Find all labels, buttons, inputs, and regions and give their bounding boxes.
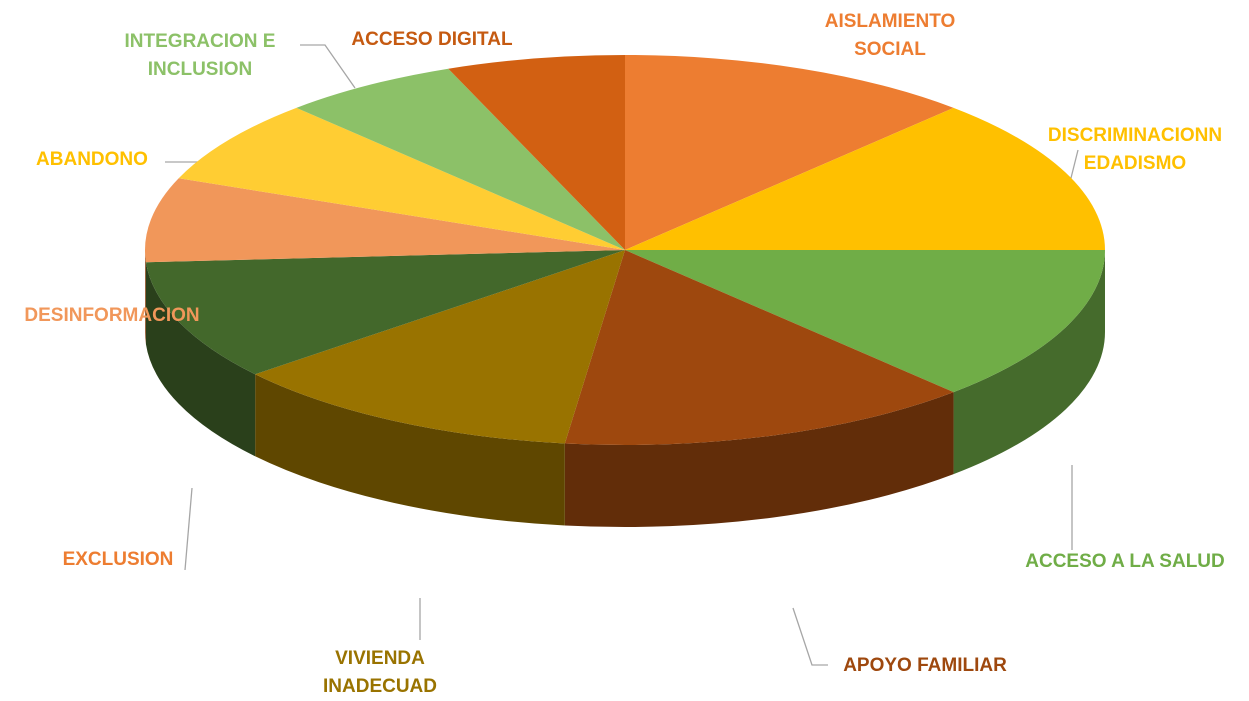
slice [625,107,1105,250]
slice-label: DESINFORMACION [24,305,200,326]
leader-line [792,607,828,666]
slice [564,250,954,445]
pie-sides [145,250,1105,527]
pie-tops [145,55,1105,445]
slice [448,55,625,250]
slice [625,55,954,250]
slice-label: EXCLUSION [62,549,174,570]
slice [145,250,625,375]
slice [255,250,626,444]
slice-side [953,250,1105,475]
slice [625,250,1105,393]
slice [145,178,625,263]
slice-side [255,374,565,526]
slice-label: ABANDONO [36,149,148,170]
slice-label: INTEGRACION E INCLUSION [124,31,276,80]
slice-side [145,262,256,457]
slice-side [564,392,954,527]
slice-label: APOYO FAMILIAR [843,655,1007,676]
leader-line [300,44,356,89]
slice-label: VIVIENDA INADECUAD [323,648,437,697]
slice [178,107,626,250]
slice-label: ACCESO A LA SALUD [1025,551,1225,572]
leader-line [184,487,193,571]
slice-label: DISCRIMINACIONN EDADISMO [1047,125,1223,174]
slice-label: AISLAMIENTO SOCIAL [824,11,956,60]
slice [296,68,625,250]
slice-label: ACCESO DIGITAL [351,29,513,50]
slice-side [145,250,146,345]
leader-lines [165,44,1079,666]
